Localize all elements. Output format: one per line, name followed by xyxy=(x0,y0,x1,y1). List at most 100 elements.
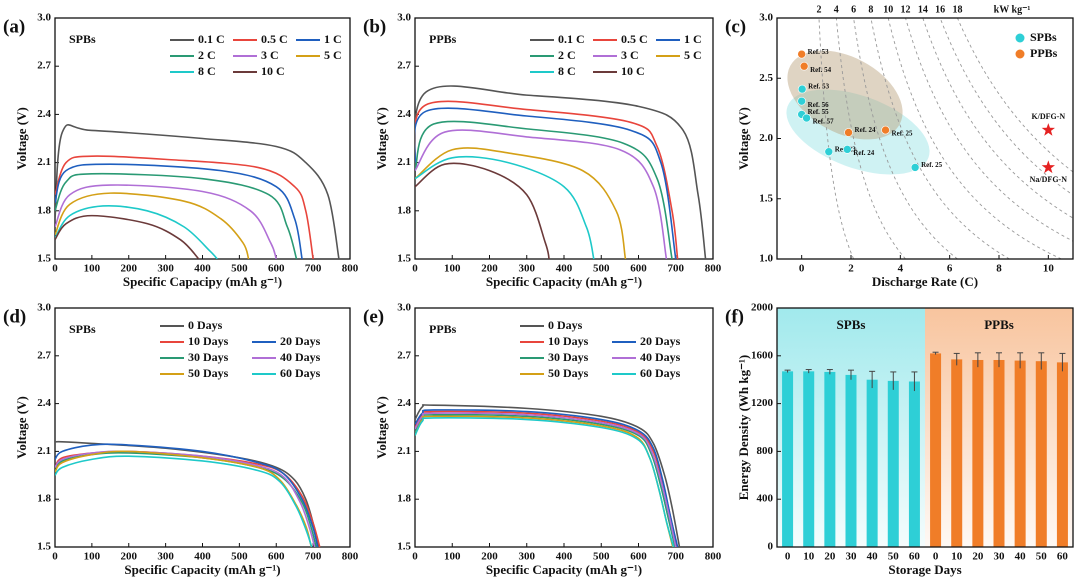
x-tick-label: 600 xyxy=(268,263,285,275)
point-label: Ref. 24 xyxy=(855,126,876,134)
group-label: PPBs xyxy=(984,317,1014,332)
legend-label: 8 C xyxy=(198,64,216,78)
power-label: 16 xyxy=(935,4,945,15)
y-tick-label: 3.0 xyxy=(37,302,51,314)
y-tick-label: 2.4 xyxy=(37,397,51,409)
power-label: 4 xyxy=(834,4,839,15)
legend-label: SPBs xyxy=(1030,30,1057,44)
x-axis-title: Specific Capacity (mAh g⁻¹) xyxy=(486,274,642,289)
power-line xyxy=(818,18,855,259)
y-tick-label: 3.0 xyxy=(397,12,411,24)
legend-label: 30 Days xyxy=(188,350,229,364)
x-tick-label: 700 xyxy=(668,551,685,563)
bar xyxy=(930,353,942,547)
point xyxy=(802,113,811,123)
x-tick-label: 600 xyxy=(630,551,647,563)
point-label: Ref. 54 xyxy=(810,66,831,74)
star xyxy=(1041,160,1055,174)
power-label: 10 xyxy=(883,4,893,15)
y-tick-label: 2.5 xyxy=(759,72,773,84)
point xyxy=(797,84,807,94)
power-label: 12 xyxy=(901,4,911,15)
legend-label: 30 Days xyxy=(548,350,589,364)
y-tick-label: 1200 xyxy=(751,397,774,409)
x-tick-label: 300 xyxy=(157,551,174,563)
x-axis-title: Specific Capacity (mAh g⁻¹) xyxy=(124,562,280,577)
y-axis-title: Voltage (V) xyxy=(14,107,29,170)
bar xyxy=(1014,360,1026,547)
curve xyxy=(415,417,675,547)
y-tick-label: 2000 xyxy=(751,302,774,314)
bar xyxy=(866,379,878,547)
y-tick-label: 2.1 xyxy=(37,445,51,457)
legend-label: 0.5 C xyxy=(261,32,288,46)
x-tick-label: 700 xyxy=(668,263,685,275)
curve xyxy=(415,147,627,259)
x-axis-title: Specific Capacipy (mAh g⁻¹) xyxy=(123,274,282,289)
curve xyxy=(415,410,678,547)
power-unit: kW kg⁻¹ xyxy=(994,4,1031,15)
legend-label: 2 C xyxy=(558,48,576,62)
legend-label: 10 C xyxy=(261,64,285,78)
x-tick-label: 100 xyxy=(444,263,461,275)
point-label: Ref. 53 xyxy=(808,83,829,91)
point xyxy=(881,125,890,135)
point xyxy=(842,145,852,154)
bar xyxy=(803,371,815,547)
curve xyxy=(415,404,681,547)
x-tick-label: 800 xyxy=(705,263,722,275)
y-tick-label: 2.4 xyxy=(397,397,411,409)
legend-label: 5 C xyxy=(324,48,342,62)
x-tick-label: 400 xyxy=(556,263,573,275)
x-tick-label: 800 xyxy=(342,263,359,275)
bar xyxy=(782,371,794,547)
power-label: 14 xyxy=(918,4,928,15)
panel-label: PPBs xyxy=(429,32,457,46)
legend-swatch xyxy=(1015,33,1025,43)
x-tick-label: 200 xyxy=(121,263,138,275)
panel-label: PPBs xyxy=(429,322,457,336)
x-tick-label: 400 xyxy=(556,551,573,563)
y-tick-label: 1.0 xyxy=(759,253,773,265)
bar xyxy=(908,381,920,547)
point-label: Ref. 25 xyxy=(892,130,913,138)
curve xyxy=(55,192,250,259)
x-tick-label: 800 xyxy=(705,551,722,563)
x-tick-label: 10 xyxy=(951,551,963,563)
y-axis-title: Voltage (V) xyxy=(374,107,389,170)
x-tick-label: 0 xyxy=(933,551,939,563)
curve xyxy=(55,172,298,259)
power-line xyxy=(887,18,1062,259)
curve xyxy=(415,162,550,259)
curve xyxy=(55,455,313,547)
x-tick-label: 100 xyxy=(84,551,101,563)
x-tick-label: 30 xyxy=(846,551,858,563)
x-tick-label: 10 xyxy=(1043,263,1055,275)
legend-swatch xyxy=(1015,49,1025,59)
star xyxy=(1041,123,1055,136)
star-label: Na/DFG-N xyxy=(1030,175,1068,184)
x-tick-label: 20 xyxy=(824,551,836,563)
y-tick-label: 3.0 xyxy=(759,12,773,24)
y-axis-title: Voltage (V) xyxy=(374,396,389,459)
legend-label: PPBs xyxy=(1030,46,1058,60)
plot-frame xyxy=(776,307,1074,548)
curve xyxy=(415,120,673,259)
x-tick-label: 0 xyxy=(785,551,791,563)
legend-label: 20 Days xyxy=(280,334,321,348)
curve xyxy=(415,85,707,259)
x-tick-label: 30 xyxy=(994,551,1006,563)
panel-label: SPBs xyxy=(69,322,96,336)
x-axis-title: Discharge Rate (C) xyxy=(872,274,978,289)
legend-label: 10 Days xyxy=(548,334,589,348)
x-tick-label: 20 xyxy=(972,551,984,563)
x-tick-label: 700 xyxy=(305,263,322,275)
bar xyxy=(1056,362,1068,547)
x-axis-title: Specific Capacity (mAh g⁻¹) xyxy=(486,562,642,577)
bar xyxy=(993,359,1005,547)
point xyxy=(797,49,806,59)
x-tick-label: 400 xyxy=(194,551,211,563)
point-label: Ref. 55 xyxy=(808,108,829,116)
